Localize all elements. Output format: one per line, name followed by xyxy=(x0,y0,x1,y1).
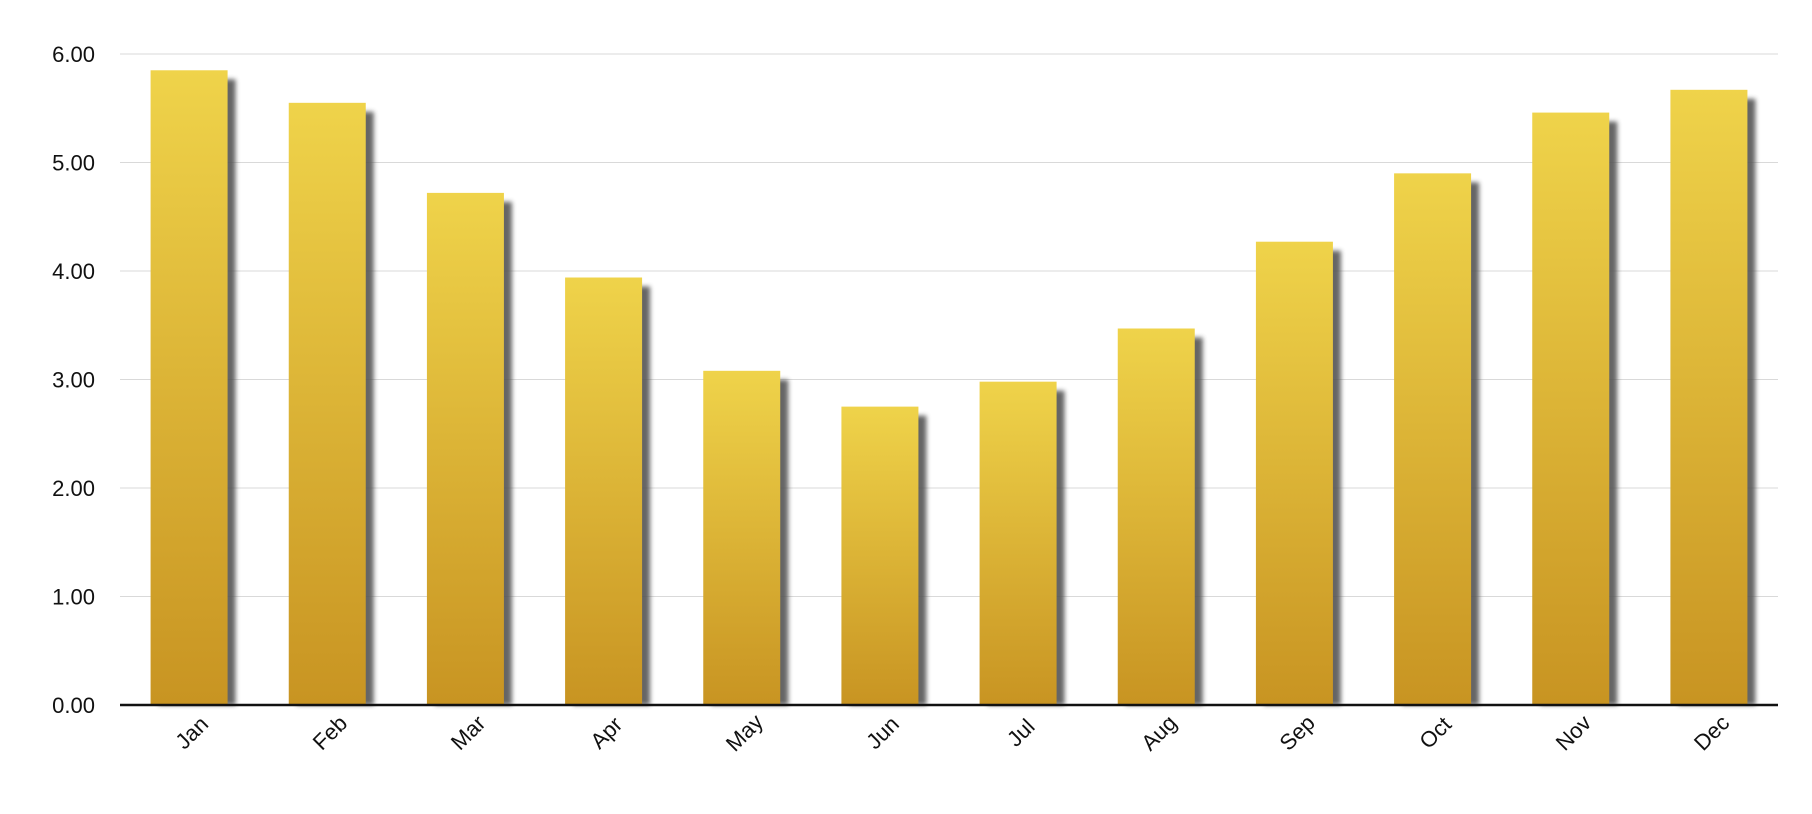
bar-mar xyxy=(426,192,504,705)
x-category-label: Jun xyxy=(861,711,904,754)
x-category-label: Nov xyxy=(1551,710,1596,755)
x-category-label: Aug xyxy=(1136,710,1181,755)
x-category-label: Jan xyxy=(170,711,213,754)
bar-shadows xyxy=(158,79,1756,706)
x-category-label: Dec xyxy=(1689,710,1734,755)
x-category-label: Jul xyxy=(1002,714,1040,752)
bar-oct xyxy=(1394,173,1472,706)
bar-jun xyxy=(841,406,919,705)
y-tick-label: 5.00 xyxy=(52,151,95,176)
y-axis-tick-labels: 0.00 1.00 2.00 3.00 4.00 5.00 6.00 xyxy=(52,42,95,718)
y-tick-label: 0.00 xyxy=(52,693,95,718)
y-tick-label: 1.00 xyxy=(52,585,95,610)
bars xyxy=(150,70,1748,706)
x-category-label: Apr xyxy=(585,712,627,754)
bar-jul xyxy=(979,381,1057,705)
bar-feb xyxy=(288,102,366,705)
y-tick-label: 4.00 xyxy=(52,259,95,284)
y-tick-label: 2.00 xyxy=(52,476,95,501)
x-category-label: Feb xyxy=(308,710,352,754)
bar-may xyxy=(703,370,781,705)
x-category-label: Oct xyxy=(1414,712,1456,754)
y-tick-label: 3.00 xyxy=(52,368,95,393)
bar-apr xyxy=(565,277,643,705)
x-category-label: Mar xyxy=(446,710,490,754)
gridlines xyxy=(120,53,1778,597)
bar-jan xyxy=(150,70,228,705)
x-category-label: Sep xyxy=(1274,710,1319,755)
x-category-label: May xyxy=(721,709,768,756)
bar-sep xyxy=(1255,241,1333,705)
x-axis-category-labels: Jan Feb Mar Apr May Jun Jul Aug Sep Oct Nov Dec xyxy=(170,709,1734,756)
y-tick-label: 6.00 xyxy=(52,42,95,67)
bar-dec xyxy=(1670,89,1748,706)
bar-aug xyxy=(1117,328,1195,705)
bar-nov xyxy=(1532,112,1610,706)
